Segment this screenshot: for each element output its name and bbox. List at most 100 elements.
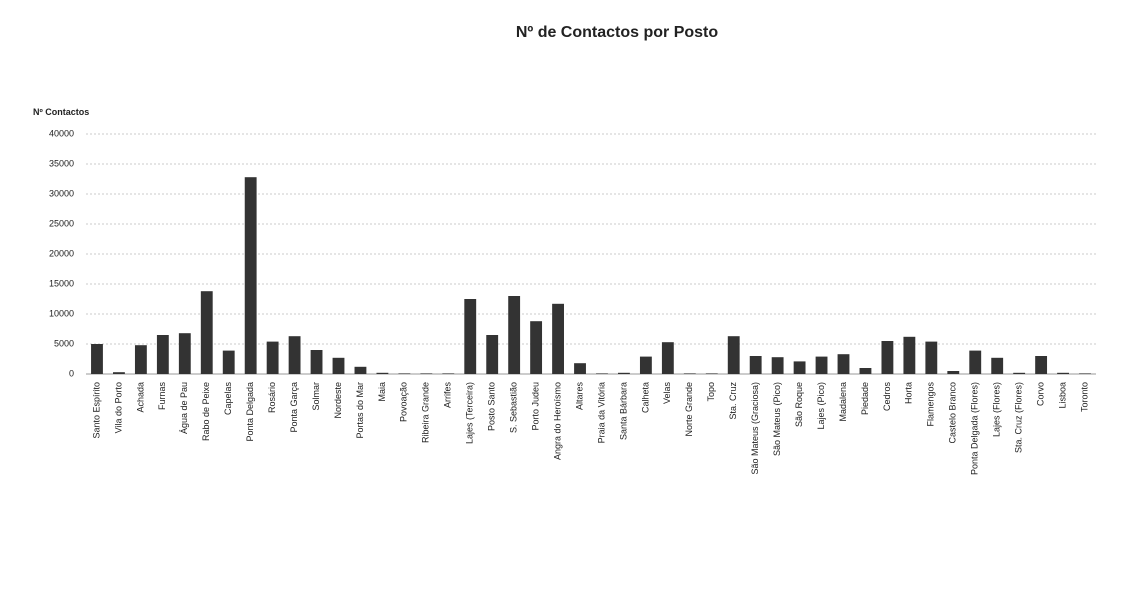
x-tick-label: Castelo Branco — [948, 382, 958, 444]
x-tick-label: Porto Judeu — [530, 382, 540, 431]
bar — [178, 333, 191, 374]
bar — [815, 356, 828, 374]
y-tick-label: 40000 — [49, 128, 74, 138]
x-tick-label: Calheta — [640, 382, 650, 413]
y-axis-title: Nº Contactos — [33, 107, 89, 117]
x-tick-label: Achada — [135, 382, 145, 413]
bar — [442, 373, 455, 374]
y-tick-label: 10000 — [49, 308, 74, 318]
bar — [1057, 372, 1069, 374]
bar — [925, 341, 938, 374]
y-tick-label: 30000 — [49, 188, 74, 198]
x-tick-label: Rosário — [267, 382, 277, 413]
x-tick-label: Água de Pau — [179, 382, 189, 434]
x-tick-label: Rabo de Peixe — [201, 382, 211, 441]
x-tick-label: Furnas — [157, 382, 167, 411]
bar — [859, 368, 872, 374]
bar — [574, 363, 586, 374]
x-tick-label: Sta. Cruz — [728, 382, 738, 420]
x-tick-label: Lajes (Flores) — [992, 382, 1002, 437]
x-tick-label: Velas — [662, 382, 672, 405]
bar — [113, 372, 125, 374]
x-tick-label: Ponta Delgada (Flores) — [970, 382, 980, 475]
bar — [683, 373, 696, 374]
x-tick-label: São Mateus (Graciosa) — [750, 382, 760, 475]
bar — [310, 350, 323, 374]
x-tick-label: S. Sebastião — [509, 382, 519, 433]
x-tick-label: Lajes (Pico) — [816, 382, 826, 430]
bar — [420, 373, 433, 374]
bar — [1035, 356, 1048, 374]
bar — [1013, 372, 1026, 374]
chart-title: Nº de Contactos por Posto — [516, 24, 719, 41]
x-tick-label: Toronto — [1079, 382, 1089, 412]
bar — [947, 371, 960, 374]
x-tick-label: Norte Grande — [684, 382, 694, 437]
x-tick-label: Posto Santo — [487, 382, 497, 431]
y-tick-label: 35000 — [49, 158, 74, 168]
bar — [881, 341, 894, 374]
x-tick-label: Santa Bárbara — [618, 382, 628, 440]
bar — [661, 342, 674, 374]
bar — [486, 335, 499, 374]
bar — [749, 356, 762, 374]
bar — [596, 373, 608, 374]
bar — [771, 357, 784, 374]
bar — [530, 321, 543, 374]
bar — [398, 373, 411, 374]
bar — [991, 357, 1004, 374]
x-tick-label: Santo Espírito — [91, 382, 101, 439]
x-tick-label: Arrifes — [443, 382, 453, 409]
x-tick-label: Maia — [377, 382, 387, 402]
bar — [244, 177, 257, 374]
bar — [705, 373, 718, 374]
x-tick-label: Solmar — [311, 382, 321, 411]
bar — [793, 361, 806, 374]
bar — [134, 345, 147, 374]
y-tick-label: 25000 — [49, 218, 74, 228]
x-tick-label: Praia da Vitória — [596, 382, 606, 443]
bar — [837, 354, 850, 374]
bar — [639, 356, 652, 374]
bar — [969, 350, 982, 374]
x-tick-label: Cedros — [882, 382, 892, 412]
x-tick-label: Angra do Heroísmo — [552, 382, 562, 460]
bar — [1079, 373, 1091, 374]
y-tick-label: 15000 — [49, 278, 74, 288]
x-tick-label: Lajes (Terceira) — [465, 382, 475, 444]
x-tick-label: Nordeste — [333, 382, 343, 419]
bar — [288, 336, 301, 374]
bar — [618, 372, 630, 374]
x-tick-label: Altares — [574, 382, 584, 411]
x-tick-label: Portas do Mar — [355, 382, 365, 439]
y-tick-label: 20000 — [49, 248, 74, 258]
x-tick-label: Vila do Porto — [113, 382, 123, 433]
y-tick-label: 0 — [69, 368, 74, 378]
x-tick-label: Sta. Cruz (Flores) — [1014, 382, 1024, 453]
x-tick-label: Topo — [706, 382, 716, 402]
bar — [354, 366, 367, 374]
x-tick-label: Ponta Garça — [289, 382, 299, 433]
x-tick-label: Ribeira Grande — [421, 382, 431, 443]
y-tick-label: 5000 — [54, 338, 74, 348]
bar — [464, 299, 477, 374]
bar — [552, 303, 564, 374]
x-tick-label: Ponta Delgada — [245, 382, 255, 442]
bar — [727, 336, 740, 374]
bar — [266, 341, 279, 374]
bar — [200, 291, 213, 374]
x-tick-label: São Roque — [794, 382, 804, 427]
x-tick-label: Capelas — [223, 382, 233, 416]
x-tick-label: Flamengos — [926, 382, 936, 427]
x-tick-label: Lisboa — [1057, 382, 1067, 409]
bar — [376, 372, 389, 374]
x-tick-label: Piedade — [860, 382, 870, 415]
bar — [156, 335, 169, 374]
x-tick-label: São Mateus (Pico) — [772, 382, 782, 456]
bar — [508, 296, 521, 374]
bar — [222, 350, 235, 374]
x-tick-label: Madalena — [838, 382, 848, 422]
x-tick-label: Horta — [904, 382, 914, 404]
bar — [903, 336, 916, 374]
